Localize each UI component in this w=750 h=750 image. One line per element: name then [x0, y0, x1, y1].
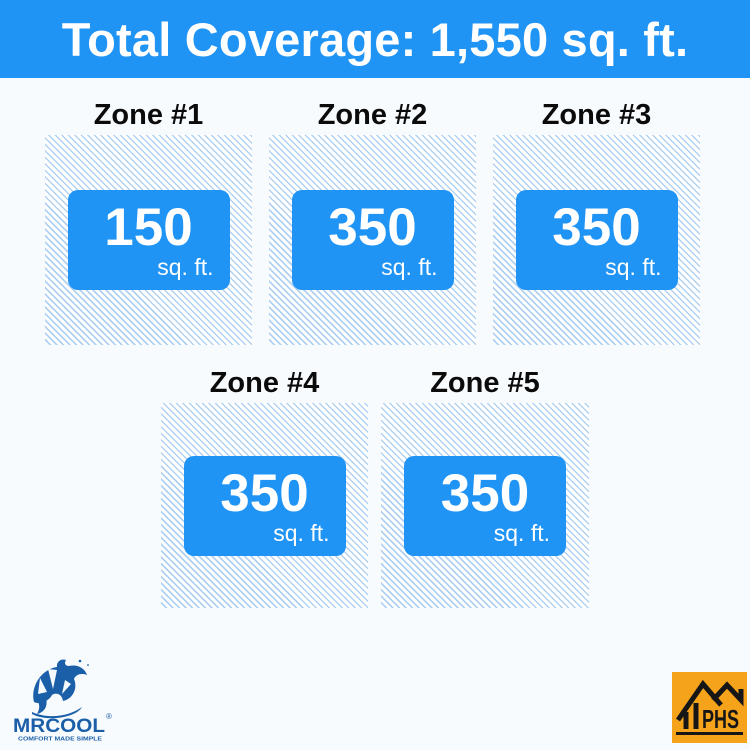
zone-4-sqft-badge: 350 sq. ft. — [183, 455, 346, 556]
zone-3-coverage-area: 350 sq. ft. — [493, 135, 700, 345]
zone-4-unit: sq. ft. — [273, 519, 330, 546]
house-roof-icon — [675, 679, 744, 729]
total-coverage-banner: Total Coverage: 1,550 sq. ft. — [0, 0, 750, 78]
zone-2-value: 350 — [328, 198, 417, 257]
zone-2: Zone #2 350 sq. ft. — [269, 96, 476, 345]
zone-4: Zone #4 350 sq. ft. — [161, 364, 368, 608]
zone-5-coverage-area: 350 sq. ft. — [381, 403, 589, 608]
zone-1-coverage-area: 150 sq. ft. — [45, 135, 252, 345]
zone-3-unit: sq. ft. — [605, 254, 662, 280]
zone-2-sqft-badge: 350 sq. ft. — [291, 190, 454, 290]
zone-5-sqft-badge: 350 sq. ft. — [404, 455, 566, 556]
zone-2-title: Zone #2 — [317, 99, 428, 131]
zone-5-unit: sq. ft. — [493, 519, 550, 546]
zone-4-title: Zone #4 — [209, 367, 320, 399]
mrcool-wordmark: MRCOOL — [13, 716, 105, 737]
zone-3-title: Zone #3 — [541, 99, 652, 131]
zone-2-coverage-area: 350 sq. ft. — [269, 135, 476, 345]
phs-wordmark: PHS — [702, 704, 739, 734]
zone-1-value: 150 — [104, 198, 193, 257]
zone-1: Zone #1 150 sq. ft. — [45, 96, 252, 345]
total-coverage-title: Total Coverage: 1,550 sq. ft. — [61, 12, 689, 66]
zone-3-value: 350 — [552, 198, 641, 257]
zone-2-unit: sq. ft. — [381, 254, 438, 280]
mrcool-tagline: COMFORT MADE SIMPLE — [18, 737, 102, 743]
registered-trademark-symbol: ® — [106, 712, 112, 721]
zone-3: Zone #3 350 sq. ft. — [493, 96, 700, 345]
zone-1-unit: sq. ft. — [157, 254, 214, 280]
zone-4-coverage-area: 350 sq. ft. — [161, 403, 368, 608]
phs-underline — [676, 732, 743, 735]
polar-bear-icon — [32, 659, 89, 719]
mrcool-bear-logo: MRCOOL ® COMFORT MADE SIMPLE — [13, 659, 112, 743]
bear-brush-slashes — [38, 669, 71, 694]
zone-5-title: Zone #5 — [430, 367, 540, 399]
zone-1-sqft-badge: 150 sq. ft. — [67, 190, 230, 290]
zone-3-sqft-badge: 350 sq. ft. — [515, 190, 678, 290]
phs-house-logo: PHS — [672, 672, 747, 743]
zone-5: Zone #5 350 sq. ft. — [381, 364, 589, 608]
zone-1-title: Zone #1 — [93, 99, 204, 131]
zone-5-value: 350 — [440, 463, 530, 523]
zone-4-value: 350 — [220, 463, 309, 523]
